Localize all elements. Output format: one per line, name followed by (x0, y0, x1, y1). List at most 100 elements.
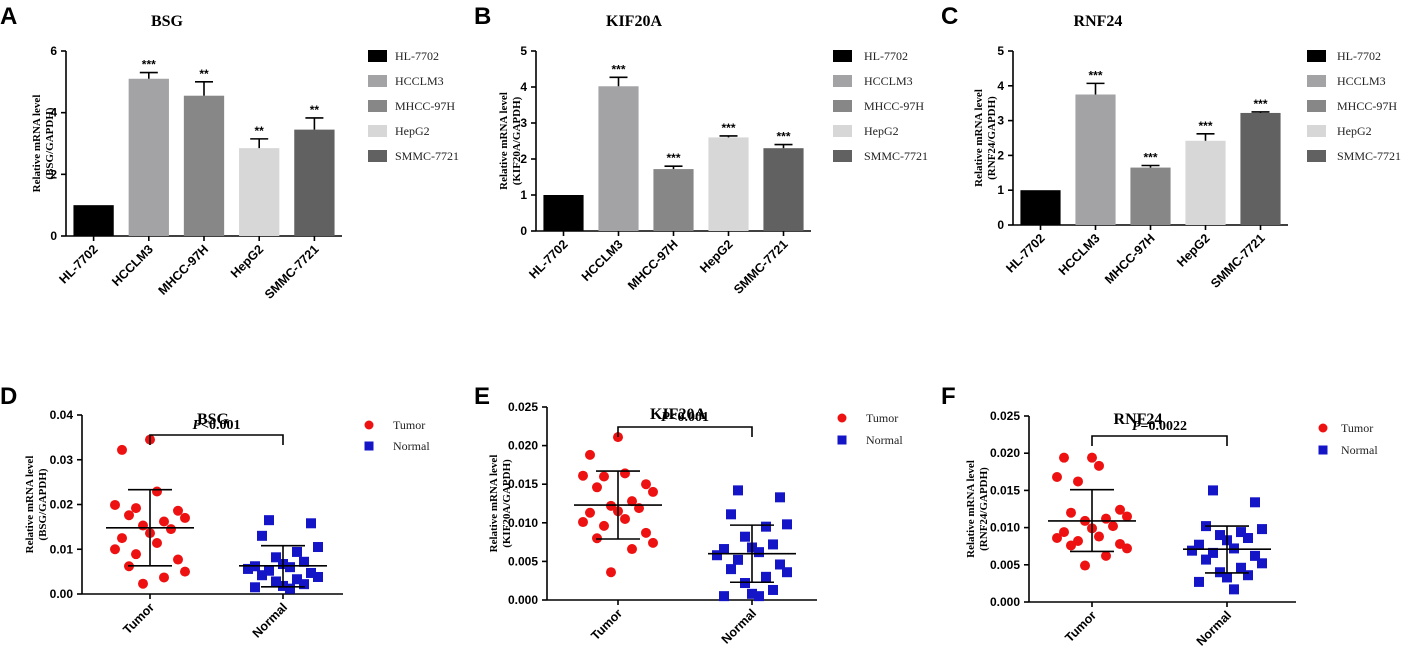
x-tick-label: Tumor (1062, 608, 1099, 645)
tumor-point (627, 496, 637, 507)
legend-swatch (833, 150, 852, 162)
significance-label: *** (142, 58, 156, 72)
x-tick-label: Normal (719, 606, 759, 646)
tumor-point (1073, 476, 1083, 487)
tumor-point (173, 554, 183, 565)
normal-point (747, 588, 757, 599)
normal-point (1187, 545, 1197, 556)
y-tick-label: 0.03 (50, 453, 74, 467)
y-axis-label-line: Relative mRNA level (488, 455, 500, 553)
y-axis-label: Relative mRNA level(BSG/GAPDH) (24, 456, 49, 554)
legend-label: HepG2 (395, 124, 430, 138)
y-tick-label: 0.04 (50, 408, 74, 422)
normal-point (726, 564, 736, 575)
y-tick-label: 0.000 (990, 595, 1020, 609)
p-value-text: =0.0022 (1141, 419, 1187, 434)
normal-point (1194, 539, 1204, 550)
tumor-point (166, 524, 176, 535)
tumor-point (173, 505, 183, 516)
y-tick-label: 5 (997, 44, 1004, 58)
normal-point (1250, 550, 1260, 561)
normal-point (285, 562, 295, 573)
y-tick-label: 0.020 (508, 439, 538, 453)
bar-hl-7702 (73, 205, 114, 236)
tumor-point (1094, 460, 1104, 471)
y-tick-label: 0.015 (508, 477, 538, 491)
legend-label: HL-7702 (864, 49, 908, 63)
legend-swatch (1307, 75, 1326, 87)
tumor-point (1094, 531, 1104, 542)
y-tick-label: 0.01 (50, 542, 74, 556)
y-tick-label: 0 (520, 224, 527, 238)
tumor-point (606, 567, 616, 578)
y-tick-label: 0.010 (508, 516, 538, 530)
tumor-point (1059, 527, 1069, 538)
normal-point (1229, 584, 1239, 595)
significance-label: *** (721, 121, 735, 135)
x-tick-label: HL-7702 (526, 237, 570, 281)
x-tick-label: HCCLM3 (579, 237, 626, 284)
bar-hcclm3 (128, 78, 169, 236)
legend-swatch (1307, 100, 1326, 112)
legend-label: HCCLM3 (1337, 74, 1386, 88)
y-tick-label: 0.005 (508, 554, 538, 568)
y-tick-label: 0.025 (990, 409, 1020, 423)
normal-point (271, 576, 281, 587)
legend-marker-tumor (837, 413, 847, 423)
tumor-point (1108, 521, 1118, 532)
significance-label: *** (1143, 150, 1157, 164)
tumor-point (159, 516, 169, 527)
tumor-point (1052, 472, 1062, 483)
normal-point (1208, 485, 1218, 496)
normal-point (775, 492, 785, 503)
tumor-point (1052, 533, 1062, 544)
bar-hepg2 (239, 148, 280, 236)
significance-label: ** (310, 103, 320, 117)
normal-point (1257, 524, 1267, 535)
normal-point (740, 531, 750, 542)
x-tick-label: Tumor (120, 600, 157, 637)
normal-point (299, 556, 309, 567)
x-tick-label: MHCC-97H (625, 237, 681, 293)
y-axis-label-line: Relative mRNA level (31, 95, 43, 193)
panel-label: C (941, 3, 958, 30)
tumor-point (592, 482, 602, 493)
panel-label: A (0, 3, 17, 30)
tumor-point (1066, 507, 1076, 518)
normal-point (768, 539, 778, 550)
legend-marker-normal (1318, 445, 1328, 455)
tumor-point (152, 486, 162, 497)
tumor-point (1122, 543, 1132, 554)
p-value-text: <0.001 (201, 418, 240, 433)
normal-point (257, 570, 267, 581)
tumor-point (578, 517, 588, 528)
panel-label: B (474, 3, 491, 30)
tumor-point (138, 578, 148, 589)
legend-label: MHCC-97H (395, 99, 455, 113)
normal-point (285, 583, 295, 594)
legend-swatch (833, 100, 852, 112)
legend-swatch (1307, 50, 1326, 62)
x-tick-label: MHCC-97H (1102, 231, 1158, 287)
legend-label: Tumor (393, 418, 425, 432)
legend-swatch (368, 100, 387, 112)
normal-point (719, 544, 729, 555)
chart-title: KIF20A (606, 13, 662, 30)
normal-point (733, 485, 743, 496)
y-tick-label: 0.025 (508, 400, 538, 414)
y-tick-label: 4 (997, 79, 1004, 93)
y-axis-label: Relative mRNA level(KIF20A/GAPDH) (498, 92, 523, 190)
normal-point (761, 571, 771, 582)
legend-label: HCCLM3 (395, 74, 444, 88)
normal-point (1250, 497, 1260, 508)
legend-marker-normal (364, 441, 374, 451)
p-value-label: P<0.001 (192, 418, 240, 433)
normal-point (761, 521, 771, 532)
tumor-point (641, 527, 651, 538)
legend-label: Normal (866, 433, 903, 447)
normal-point (1208, 547, 1218, 558)
chart-title: KIF20A (650, 406, 706, 423)
legend-swatch (1307, 125, 1326, 137)
